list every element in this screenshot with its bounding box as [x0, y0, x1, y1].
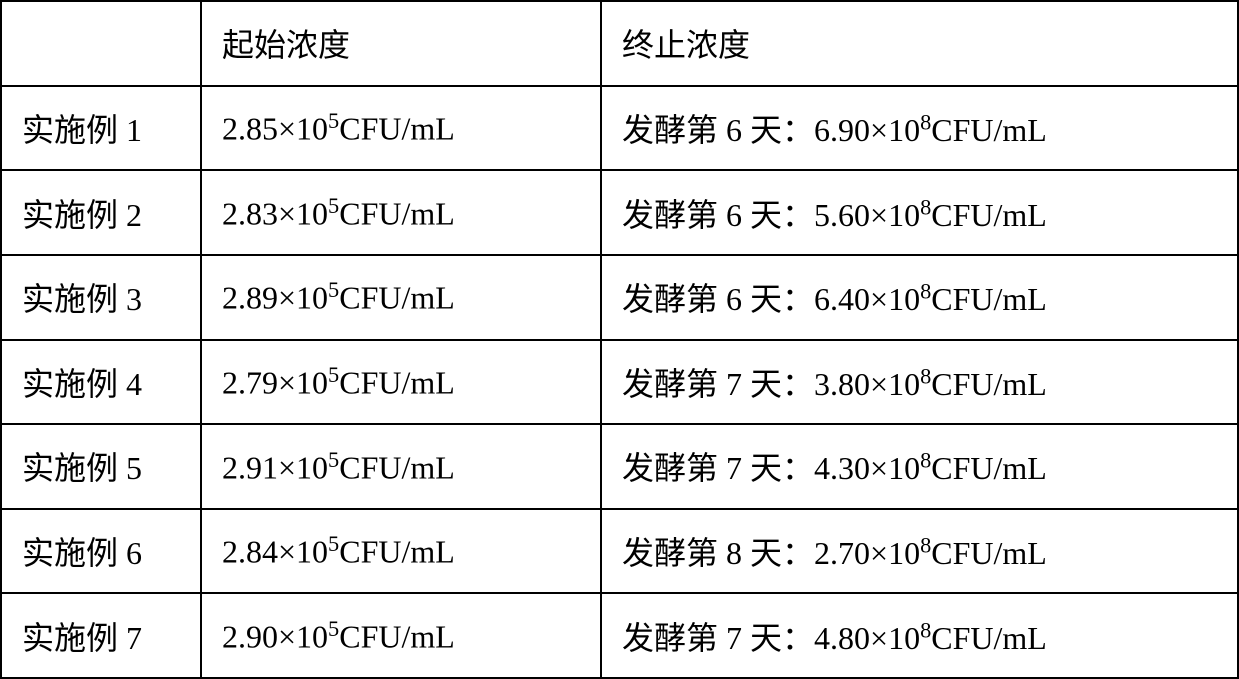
end-concentration-cell: 发酵第 7 天：3.80×108CFU/mL: [601, 340, 1238, 425]
table-container: 起始浓度 终止浓度 实施例 1 2.85×105CFU/mL 发酵第 6 天：6…: [0, 0, 1239, 679]
table-row: 实施例 7 2.90×105CFU/mL 发酵第 7 天：4.80×108CFU…: [1, 593, 1238, 678]
start-concentration-cell: 2.83×105CFU/mL: [201, 170, 601, 255]
row-label: 实施例 7: [1, 593, 201, 678]
start-concentration-cell: 2.79×105CFU/mL: [201, 340, 601, 425]
table-header-row: 起始浓度 终止浓度: [1, 1, 1238, 86]
start-concentration-cell: 2.89×105CFU/mL: [201, 255, 601, 340]
header-cell-start-concentration: 起始浓度: [201, 1, 601, 86]
row-label: 实施例 3: [1, 255, 201, 340]
start-concentration-cell: 2.90×105CFU/mL: [201, 593, 601, 678]
header-cell-empty: [1, 1, 201, 86]
table-row: 实施例 1 2.85×105CFU/mL 发酵第 6 天：6.90×108CFU…: [1, 86, 1238, 171]
end-concentration-cell: 发酵第 7 天：4.80×108CFU/mL: [601, 593, 1238, 678]
row-label: 实施例 4: [1, 340, 201, 425]
end-concentration-cell: 发酵第 6 天：5.60×108CFU/mL: [601, 170, 1238, 255]
row-label: 实施例 1: [1, 86, 201, 171]
table-row: 实施例 6 2.84×105CFU/mL 发酵第 8 天：2.70×108CFU…: [1, 509, 1238, 594]
end-concentration-cell: 发酵第 6 天：6.40×108CFU/mL: [601, 255, 1238, 340]
data-table: 起始浓度 终止浓度 实施例 1 2.85×105CFU/mL 发酵第 6 天：6…: [0, 0, 1239, 679]
table-row: 实施例 3 2.89×105CFU/mL 发酵第 6 天：6.40×108CFU…: [1, 255, 1238, 340]
table-row: 实施例 5 2.91×105CFU/mL 发酵第 7 天：4.30×108CFU…: [1, 424, 1238, 509]
end-concentration-cell: 发酵第 7 天：4.30×108CFU/mL: [601, 424, 1238, 509]
row-label: 实施例 2: [1, 170, 201, 255]
row-label: 实施例 5: [1, 424, 201, 509]
row-label: 实施例 6: [1, 509, 201, 594]
start-concentration-cell: 2.91×105CFU/mL: [201, 424, 601, 509]
table-row: 实施例 2 2.83×105CFU/mL 发酵第 6 天：5.60×108CFU…: [1, 170, 1238, 255]
header-cell-end-concentration: 终止浓度: [601, 1, 1238, 86]
table-row: 实施例 4 2.79×105CFU/mL 发酵第 7 天：3.80×108CFU…: [1, 340, 1238, 425]
start-concentration-cell: 2.84×105CFU/mL: [201, 509, 601, 594]
end-concentration-cell: 发酵第 8 天：2.70×108CFU/mL: [601, 509, 1238, 594]
end-concentration-cell: 发酵第 6 天：6.90×108CFU/mL: [601, 86, 1238, 171]
start-concentration-cell: 2.85×105CFU/mL: [201, 86, 601, 171]
